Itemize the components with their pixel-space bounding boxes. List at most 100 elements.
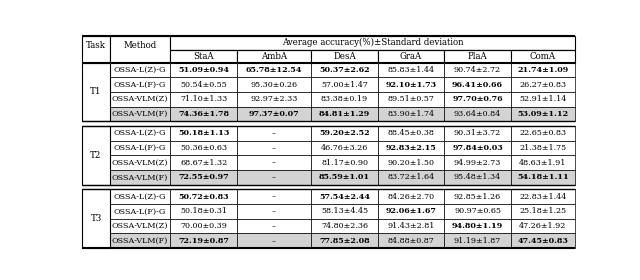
- Text: OSSA-L(Z)-G: OSSA-L(Z)-G: [114, 193, 166, 201]
- Bar: [83, 62, 109, 121]
- Text: 89.51±0.57: 89.51±0.57: [388, 95, 435, 103]
- Bar: [311, 189, 378, 204]
- Text: 48.63±1.91: 48.63±1.91: [519, 159, 566, 167]
- Bar: [444, 234, 511, 248]
- Bar: [109, 141, 170, 155]
- Bar: [511, 50, 575, 62]
- Text: Average accuracy(%)±Standard deviation: Average accuracy(%)±Standard deviation: [282, 38, 463, 47]
- Bar: [311, 170, 378, 185]
- Text: 77.85±2.08: 77.85±2.08: [319, 237, 370, 245]
- Text: 52.91±1.14: 52.91±1.14: [519, 95, 566, 103]
- Bar: [378, 219, 444, 234]
- Text: StaA: StaA: [193, 52, 214, 61]
- Bar: [378, 62, 444, 77]
- Text: 74.80±2.36: 74.80±2.36: [321, 222, 368, 230]
- Bar: [237, 62, 311, 77]
- Bar: [444, 77, 511, 92]
- Text: –: –: [272, 237, 276, 245]
- Text: 50.37±2.62: 50.37±2.62: [319, 66, 370, 74]
- Text: –: –: [272, 173, 276, 181]
- Text: Method: Method: [124, 41, 157, 50]
- Text: AmbA: AmbA: [261, 52, 287, 61]
- Text: GraA: GraA: [400, 52, 422, 61]
- Text: 50.18±1.13: 50.18±1.13: [178, 129, 229, 137]
- Bar: [378, 126, 444, 141]
- Text: 84.81±1.29: 84.81±1.29: [319, 110, 370, 118]
- Text: 50.18±0.31: 50.18±0.31: [180, 207, 227, 215]
- Text: 47.26±1.92: 47.26±1.92: [519, 222, 566, 230]
- Text: 95.30±0.26: 95.30±0.26: [250, 81, 298, 88]
- Bar: [511, 107, 575, 121]
- Text: 22.83±1.44: 22.83±1.44: [519, 193, 566, 201]
- Text: –: –: [272, 129, 276, 137]
- Bar: [378, 170, 444, 185]
- Text: PlaA: PlaA: [468, 52, 488, 61]
- Bar: [511, 219, 575, 234]
- Text: T2: T2: [90, 151, 102, 160]
- Text: 57.00±1.47: 57.00±1.47: [321, 81, 368, 88]
- Bar: [378, 50, 444, 62]
- Text: 26.27±0.83: 26.27±0.83: [519, 81, 566, 88]
- Bar: [311, 219, 378, 234]
- Bar: [311, 77, 378, 92]
- Text: 94.99±2.73: 94.99±2.73: [454, 159, 501, 167]
- Bar: [378, 107, 444, 121]
- Text: 58.13±4.45: 58.13±4.45: [321, 207, 368, 215]
- Bar: [444, 141, 511, 155]
- Bar: [511, 77, 575, 92]
- Bar: [237, 141, 311, 155]
- Bar: [109, 62, 170, 77]
- Text: 90.74±2.72: 90.74±2.72: [454, 66, 501, 74]
- Text: OSSA-L(F)-G: OSSA-L(F)-G: [114, 207, 166, 215]
- Bar: [109, 189, 170, 204]
- Bar: [444, 50, 511, 62]
- Bar: [311, 92, 378, 107]
- Text: 50.36±0.63: 50.36±0.63: [180, 144, 227, 152]
- Text: OSSA-L(F)-G: OSSA-L(F)-G: [114, 81, 166, 88]
- Bar: [170, 36, 575, 50]
- Text: 94.80±1.19: 94.80±1.19: [452, 222, 503, 230]
- Bar: [170, 155, 237, 170]
- Text: OSSA-VLM(Z): OSSA-VLM(Z): [112, 159, 168, 167]
- Text: 81.17±0.90: 81.17±0.90: [321, 159, 368, 167]
- Bar: [511, 92, 575, 107]
- Bar: [511, 126, 575, 141]
- Text: –: –: [272, 144, 276, 152]
- Bar: [170, 141, 237, 155]
- Bar: [511, 170, 575, 185]
- Bar: [109, 77, 170, 92]
- Bar: [170, 189, 237, 204]
- Bar: [311, 141, 378, 155]
- Text: 71.10±1.33: 71.10±1.33: [180, 95, 227, 103]
- Text: 97.84±0.03: 97.84±0.03: [452, 144, 503, 152]
- Text: OSSA-VLM(F): OSSA-VLM(F): [112, 110, 168, 118]
- Bar: [444, 107, 511, 121]
- Text: 50.54±0.55: 50.54±0.55: [180, 81, 227, 88]
- Text: 74.36±1.78: 74.36±1.78: [178, 110, 229, 118]
- Bar: [170, 219, 237, 234]
- Bar: [109, 155, 170, 170]
- Bar: [237, 219, 311, 234]
- Bar: [109, 170, 170, 185]
- Text: OSSA-L(Z)-G: OSSA-L(Z)-G: [114, 66, 166, 74]
- Bar: [109, 107, 170, 121]
- Text: 51.09±0.94: 51.09±0.94: [178, 66, 229, 74]
- Bar: [170, 126, 237, 141]
- Text: 92.83±2.15: 92.83±2.15: [385, 144, 436, 152]
- Text: 91.43±2.81: 91.43±2.81: [387, 222, 435, 230]
- Text: 92.10±1.73: 92.10±1.73: [385, 81, 436, 88]
- Bar: [444, 126, 511, 141]
- Bar: [511, 204, 575, 219]
- Text: 92.06±1.67: 92.06±1.67: [385, 207, 436, 215]
- Text: 53.09±1.12: 53.09±1.12: [517, 110, 568, 118]
- Bar: [109, 204, 170, 219]
- Bar: [378, 155, 444, 170]
- Text: 83.90±1.74: 83.90±1.74: [387, 110, 435, 118]
- Text: 90.20±1.50: 90.20±1.50: [387, 159, 435, 167]
- Bar: [109, 219, 170, 234]
- Text: 47.45±0.83: 47.45±0.83: [518, 237, 568, 245]
- Bar: [378, 234, 444, 248]
- Bar: [378, 204, 444, 219]
- Bar: [170, 170, 237, 185]
- Bar: [170, 107, 237, 121]
